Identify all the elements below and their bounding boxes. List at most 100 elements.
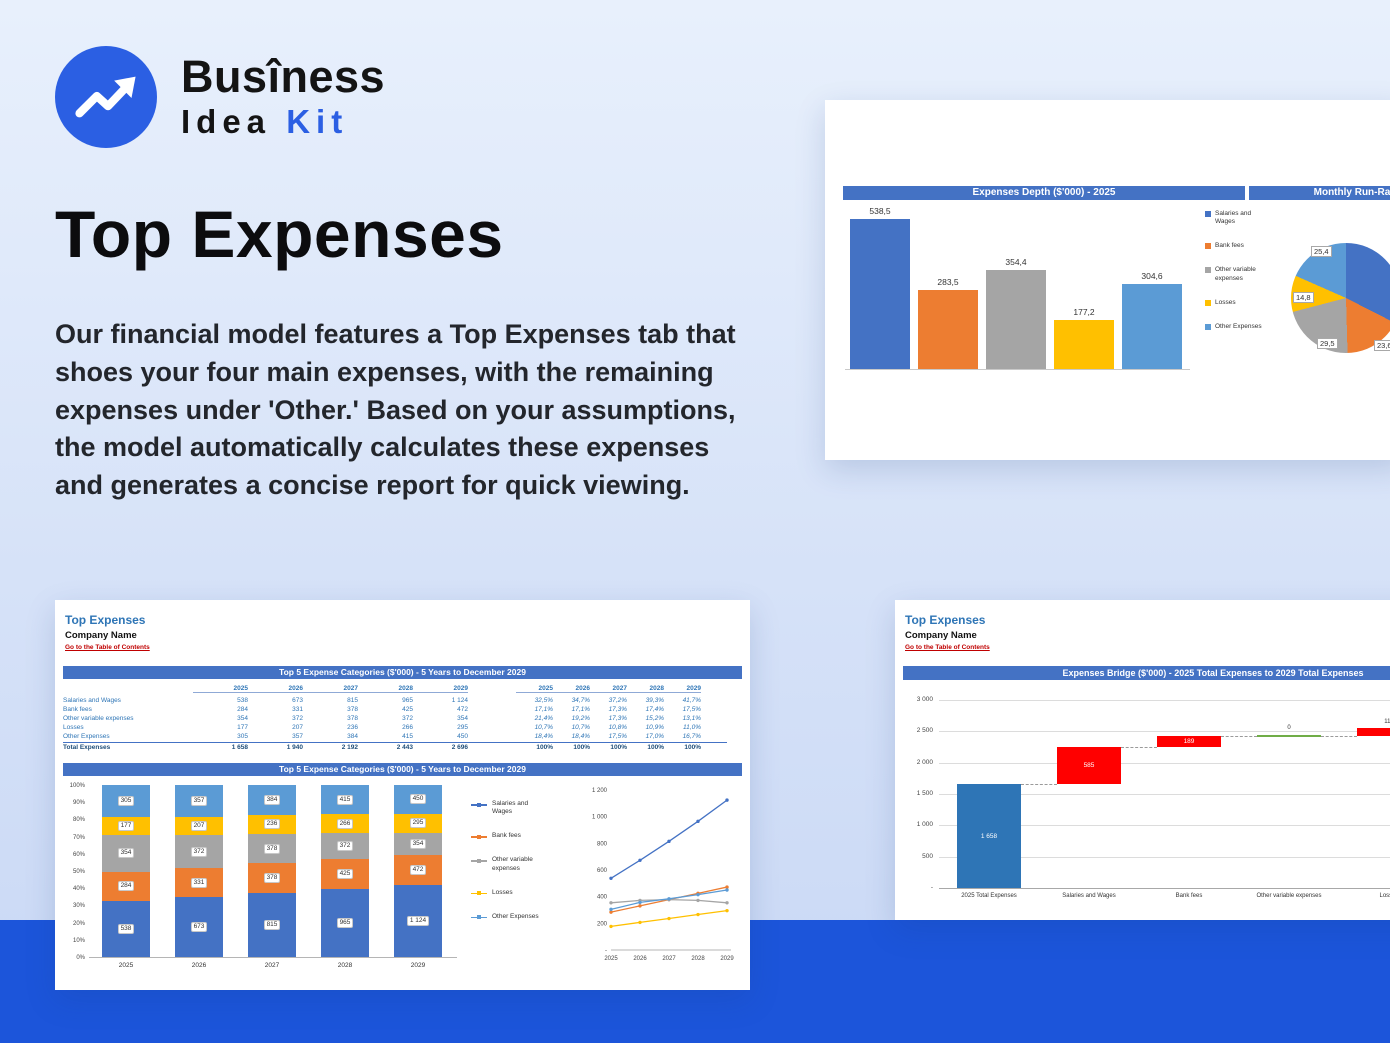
stack-y-label: 60% xyxy=(72,851,85,858)
stack-segment: 372 xyxy=(175,835,223,868)
page-title: Top Expenses xyxy=(55,197,504,271)
value-cell: 2 443 xyxy=(396,744,413,751)
segment-value-label: 354 xyxy=(409,838,427,849)
value-cell: 378 xyxy=(347,706,358,713)
percent-cell: 17,5% xyxy=(682,706,701,713)
year-header: 2025 xyxy=(516,684,553,693)
stack-segment: 207 xyxy=(175,816,223,836)
value-cell: 450 xyxy=(457,733,468,740)
line-y-tick: 600 xyxy=(597,868,608,874)
line-point xyxy=(638,858,642,862)
top-expenses-sheet: Top Expenses Company Name Go to the Tabl… xyxy=(55,600,750,990)
depth-bar xyxy=(986,270,1046,369)
legend-swatch-icon xyxy=(1205,323,1211,330)
percent-cell: 21,4% xyxy=(534,715,553,722)
row-label: Losses xyxy=(63,724,84,731)
stack-y-label: 20% xyxy=(72,920,85,927)
percent-cell: 15,2% xyxy=(645,715,664,722)
bridge-gridline xyxy=(939,856,1390,858)
segment-value-label: 815 xyxy=(263,920,281,931)
line-point xyxy=(638,920,642,925)
line-point xyxy=(696,898,700,903)
line-y-tick: 800 xyxy=(597,841,608,847)
stack-segment: 372 xyxy=(321,832,369,860)
table-gap xyxy=(468,732,516,741)
value-cell: 1 940 xyxy=(286,744,303,751)
value-cell: 372 xyxy=(402,715,413,722)
value-cell: 236 xyxy=(347,724,358,731)
stack-segment: 236 xyxy=(248,815,296,834)
bridge-y-label: 2 000 xyxy=(916,758,933,766)
stack-segment: 378 xyxy=(248,833,296,864)
legend-swatch-icon xyxy=(1205,211,1211,217)
toc-link[interactable]: Go to the Table of Contents xyxy=(905,644,990,651)
table-row: Bank fees 284 331 378 425 472 17,1% 17,1% 17,3% 1… xyxy=(63,705,727,714)
bridge-gridline xyxy=(939,700,1390,701)
company-name: Company Name xyxy=(905,630,977,641)
year-header: 2029 xyxy=(413,684,468,693)
percent-cell: 10,8% xyxy=(608,724,627,731)
value-cell: 1 658 xyxy=(231,744,248,751)
year-header: 2026 xyxy=(553,684,590,693)
brand-logo-icon xyxy=(55,46,157,148)
line-point xyxy=(609,924,613,929)
depth-bar-value: 177,2 xyxy=(1073,307,1095,317)
value-cell: 673 xyxy=(292,697,303,704)
line-y-tick: - xyxy=(605,948,607,954)
stacked-chart-header: Top 5 Expense Categories ($'000) - 5 Yea… xyxy=(63,763,742,776)
stack-x-label: 2027 xyxy=(264,962,280,969)
line-point xyxy=(696,819,700,824)
brand-logo: Busîness Idea Kit xyxy=(55,46,385,148)
stack-y-label: 100% xyxy=(69,783,85,789)
legend-label: Bank fees xyxy=(1215,242,1244,250)
expenses-bridge-sheet: Top Expenses Company Name Go to the Tabl… xyxy=(895,600,1390,920)
percent-cell: 17,1% xyxy=(534,706,553,713)
stack-segment: 450 xyxy=(394,785,442,814)
legend-label: Salaries and Wages xyxy=(1215,210,1252,226)
brand-subtitle: Idea Kit xyxy=(181,103,385,141)
table-year-header-row: 2025 2026 2027 2028 2029 2025 2026 2027 2028 2029 xyxy=(63,684,727,693)
brand-name: Busîness xyxy=(181,51,386,103)
stack-segment: 378 xyxy=(248,863,296,894)
bridge-gridline xyxy=(939,731,1390,733)
bridge-bar-value: 189 xyxy=(1183,738,1195,746)
value-cell: 2 192 xyxy=(341,744,358,751)
bridge-gridline xyxy=(939,762,1390,764)
stack-segment: 354 xyxy=(102,835,150,872)
bridge-y-label: 3 000 xyxy=(916,696,933,703)
line-y-tick: 400 xyxy=(597,895,608,901)
line-point xyxy=(667,897,671,901)
line-x-tick: 2027 xyxy=(662,956,676,962)
legend-label: Other variable expenses xyxy=(492,856,533,872)
percent-cell: 17,4% xyxy=(645,706,664,713)
percent-cell: 10,9% xyxy=(645,724,664,731)
segment-value-label: 425 xyxy=(336,869,354,880)
percent-cell: 18,4% xyxy=(534,733,553,740)
percent-cell: 32,5% xyxy=(534,697,553,704)
stack-segment: 331 xyxy=(175,868,223,898)
segment-value-label: 354 xyxy=(117,848,135,859)
value-cell: 815 xyxy=(347,697,358,704)
brand-text: Busîness Idea Kit xyxy=(181,53,385,140)
line-y-tick: 1 000 xyxy=(592,815,608,821)
table-gap xyxy=(468,696,516,705)
percent-cell: 17,0% xyxy=(645,733,664,740)
value-cell: 2 696 xyxy=(451,744,468,751)
legend-label: Other Expenses xyxy=(492,912,539,920)
depth-bar-value: 354,4 xyxy=(1005,257,1027,267)
line-series xyxy=(610,799,728,879)
bridge-zero-bar xyxy=(1257,734,1321,737)
legend-item: Salaries and Wages xyxy=(471,800,551,816)
stack-segment: 965 xyxy=(321,889,369,957)
bridge-connector xyxy=(1321,735,1357,737)
legend-item: Losses xyxy=(471,889,551,897)
segment-value-label: 1 124 xyxy=(406,916,430,927)
percent-cell: 100% xyxy=(536,744,553,751)
stack-segment: 305 xyxy=(102,785,150,817)
toc-link[interactable]: Go to the Table of Contents xyxy=(65,644,150,651)
stack-y-label: 90% xyxy=(72,800,85,807)
stack-y-label: 10% xyxy=(72,937,85,944)
expense-table: 2025 2026 2027 2028 2029 2025 2026 2027 2028 2029… xyxy=(63,684,727,751)
sheet-title: Top Expenses xyxy=(905,613,986,627)
